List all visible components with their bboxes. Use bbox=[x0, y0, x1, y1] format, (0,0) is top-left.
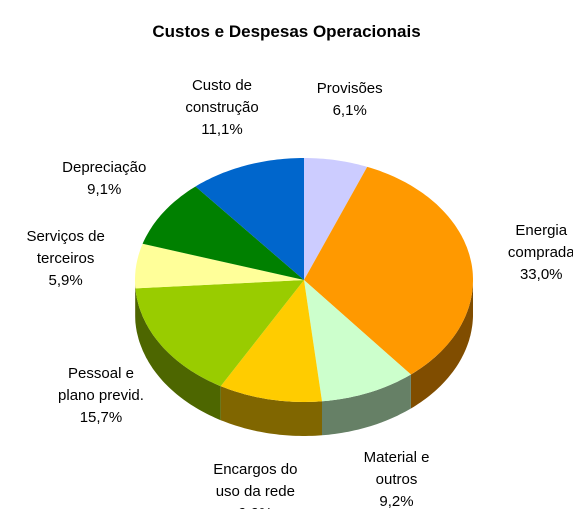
slice bbox=[304, 280, 411, 402]
slice bbox=[304, 166, 473, 375]
slice-label: Depreciação 9,1% bbox=[52, 157, 156, 201]
slice-label: Custo de construção 11,1% bbox=[170, 75, 274, 141]
category-name: Material e outros bbox=[363, 449, 430, 489]
category-name: Pessoal e plano previd. bbox=[58, 364, 144, 404]
category-name: Energia comprada bbox=[507, 221, 573, 261]
category-name: Depreciação bbox=[62, 158, 147, 176]
slice-side bbox=[135, 288, 221, 421]
slice-label: Energia comprada 33,0% bbox=[489, 220, 573, 286]
slice-label: Serviços de terceiros 5,9% bbox=[14, 226, 118, 292]
chart-title: Custos e Despesas Operacionais bbox=[152, 22, 421, 41]
slice-side bbox=[410, 280, 473, 409]
slice-label: Provisões 6,1% bbox=[298, 78, 402, 122]
category-name: Encargos do uso da rede bbox=[213, 461, 298, 501]
slice bbox=[142, 186, 304, 280]
value-label: 33,0% bbox=[519, 265, 563, 283]
value-label: 9,2% bbox=[379, 493, 414, 509]
slice bbox=[304, 158, 368, 280]
value-label: 6,1% bbox=[332, 102, 367, 120]
value-label: 15,7% bbox=[79, 408, 123, 426]
slice bbox=[220, 280, 322, 402]
value-label: 9,9% bbox=[203, 503, 307, 509]
slice bbox=[135, 243, 304, 289]
category-name: Custo de construção bbox=[185, 77, 259, 116]
slice-label: Encargos do uso da rede 9,9% bbox=[203, 459, 307, 509]
slice bbox=[195, 158, 304, 280]
category-name: Provisões bbox=[316, 80, 383, 98]
slice-side bbox=[220, 386, 322, 436]
value-label: 5,9% bbox=[48, 271, 83, 289]
slice bbox=[135, 280, 304, 387]
category-name: Serviços de terceiros bbox=[26, 227, 105, 267]
slice-side bbox=[322, 374, 411, 436]
value-label: 11,1% bbox=[201, 121, 243, 138]
value-label: 9,1% bbox=[87, 180, 122, 198]
slice-label: Material e outros 9,2% bbox=[345, 447, 449, 509]
slice-label: Pessoal e plano previd. 15,7% bbox=[49, 363, 153, 429]
